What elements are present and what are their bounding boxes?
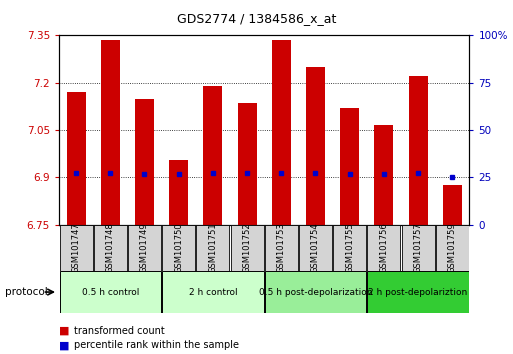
Text: GSM101753: GSM101753 (277, 222, 286, 273)
Text: GSM101752: GSM101752 (243, 222, 251, 273)
Bar (231, 225, 264, 271)
Text: GSM101756: GSM101756 (380, 222, 388, 273)
Bar (67, 92, 86, 225)
Text: GSM101755: GSM101755 (345, 222, 354, 273)
Text: GSM101757: GSM101757 (413, 222, 423, 273)
Text: transformed count: transformed count (74, 326, 165, 336)
Text: 0.5 h control: 0.5 h control (82, 287, 139, 297)
Text: GSM101754: GSM101754 (311, 222, 320, 273)
Bar (340, 108, 359, 225)
Bar (265, 225, 298, 271)
Text: ■: ■ (59, 326, 69, 336)
Text: GSM101749: GSM101749 (140, 222, 149, 273)
Text: GSM101747: GSM101747 (72, 222, 81, 273)
Text: ■: ■ (59, 340, 69, 350)
Bar (299, 225, 332, 271)
Bar (306, 67, 325, 225)
Bar (169, 160, 188, 225)
Bar (60, 225, 92, 271)
Bar (101, 40, 120, 225)
Bar (128, 225, 161, 271)
Text: percentile rank within the sample: percentile rank within the sample (74, 340, 240, 350)
Bar (374, 125, 393, 225)
Bar (162, 271, 264, 313)
Bar (272, 40, 291, 225)
Text: 2 h control: 2 h control (189, 287, 237, 297)
Text: 2 h post-depolariztion: 2 h post-depolariztion (368, 287, 468, 297)
Bar (135, 98, 154, 225)
Text: GSM101750: GSM101750 (174, 222, 183, 273)
Bar (60, 271, 161, 313)
Bar (162, 225, 195, 271)
Bar (94, 225, 127, 271)
Bar (436, 225, 469, 271)
Text: GSM101748: GSM101748 (106, 222, 115, 273)
Bar (204, 86, 222, 225)
Bar (265, 271, 366, 313)
Bar (196, 225, 229, 271)
Text: GSM101751: GSM101751 (208, 222, 218, 273)
Bar (443, 185, 462, 225)
Bar (367, 271, 469, 313)
Text: GSM101759: GSM101759 (448, 222, 457, 273)
Bar (409, 76, 427, 225)
Bar (333, 225, 366, 271)
Bar (402, 225, 435, 271)
Bar (367, 225, 400, 271)
Text: GDS2774 / 1384586_x_at: GDS2774 / 1384586_x_at (177, 12, 336, 25)
Text: 0.5 h post-depolarization: 0.5 h post-depolarization (259, 287, 372, 297)
Text: protocol: protocol (5, 287, 48, 297)
Bar (238, 103, 256, 225)
